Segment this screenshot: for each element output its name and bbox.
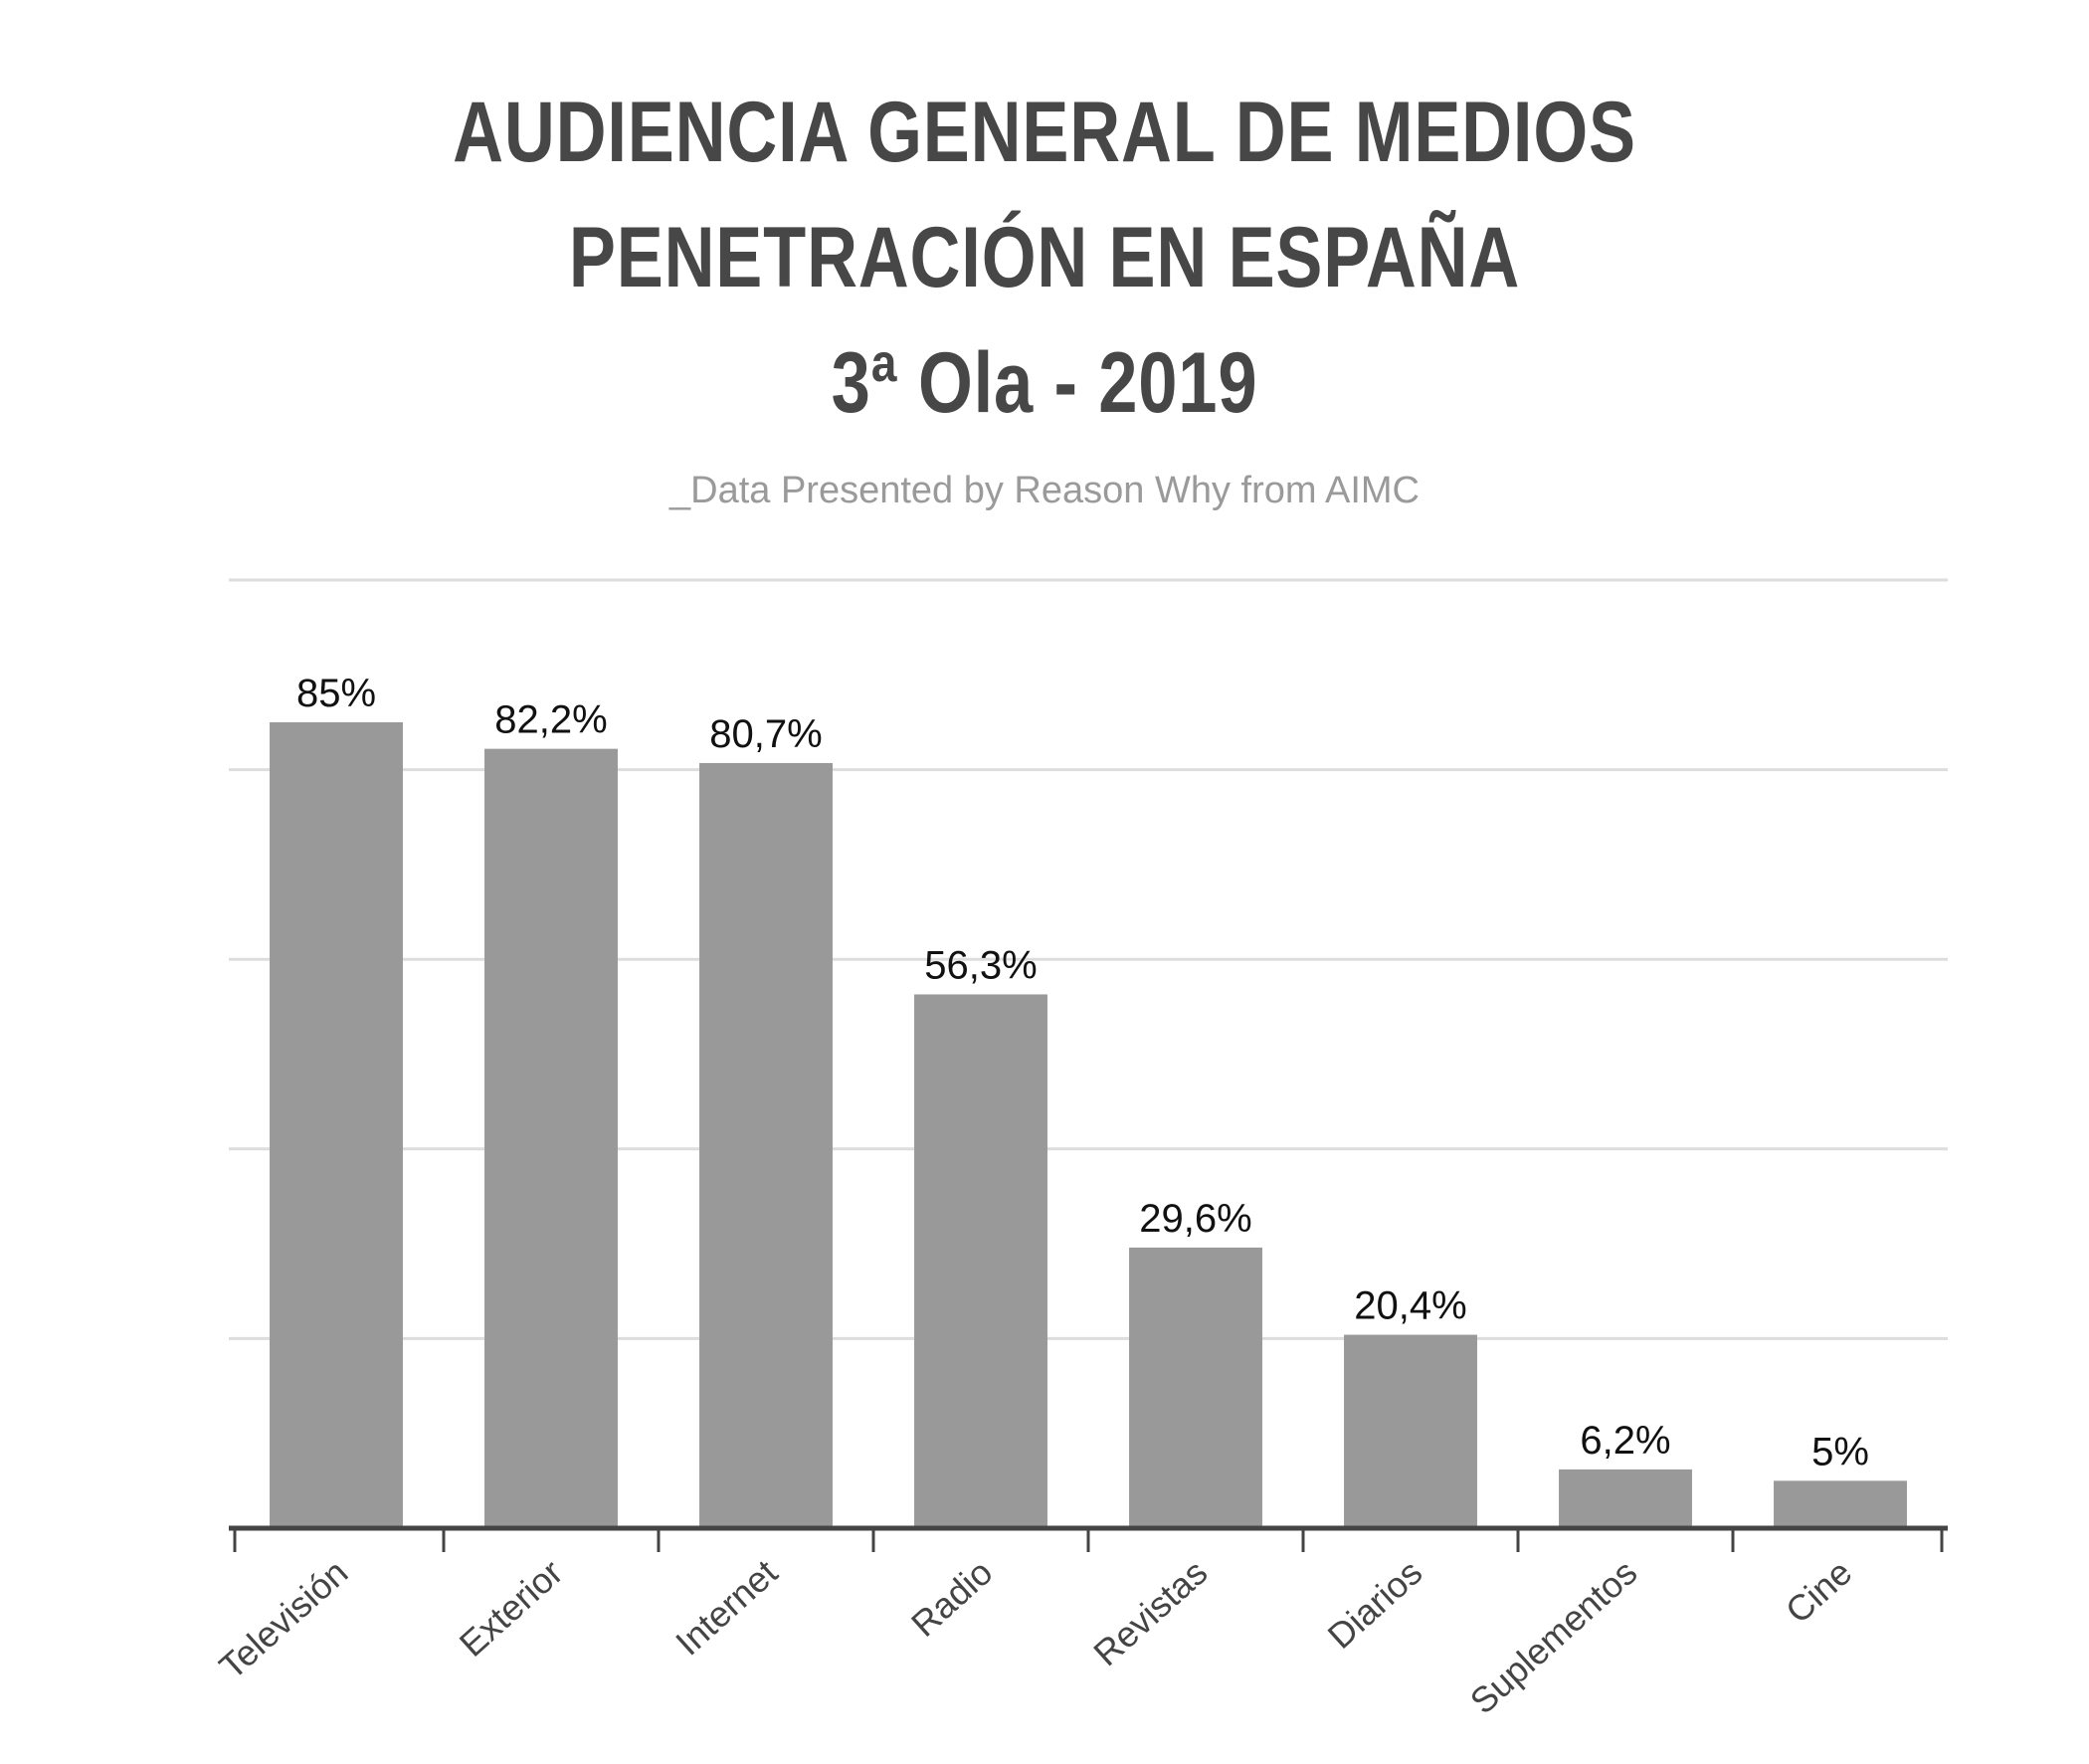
x-tick-label: Internet bbox=[667, 1551, 785, 1663]
data-label: 56,3% bbox=[924, 943, 1037, 987]
bar bbox=[1559, 1469, 1692, 1528]
data-label: 20,4% bbox=[1354, 1284, 1466, 1328]
x-tick-label: Diarios bbox=[1320, 1551, 1430, 1656]
x-tick-label: Televisión bbox=[211, 1551, 355, 1686]
bar bbox=[484, 748, 618, 1528]
bar bbox=[270, 721, 403, 1528]
bar bbox=[699, 762, 833, 1528]
title-line-3: 3ª Ola - 2019 bbox=[831, 335, 1258, 431]
data-label: 5% bbox=[1811, 1430, 1869, 1473]
bar bbox=[1129, 1247, 1262, 1528]
x-tick-label: Radio bbox=[903, 1551, 1000, 1644]
x-tick-label: Revistas bbox=[1085, 1551, 1215, 1673]
bar bbox=[1774, 1480, 1907, 1528]
bar bbox=[914, 994, 1047, 1528]
title-line-2: PENETRACIÓN EN ESPAÑA bbox=[568, 210, 1521, 305]
chart-title: AUDIENCIA GENERAL DE MEDIOS PENETRACIÓN … bbox=[0, 70, 2089, 446]
data-label: 80,7% bbox=[709, 712, 822, 756]
data-label: 6,2% bbox=[1580, 1419, 1670, 1463]
x-tick-label: Cine bbox=[1778, 1551, 1859, 1631]
x-tick-label: Exterior bbox=[452, 1551, 571, 1664]
data-label: 82,2% bbox=[494, 698, 607, 742]
data-label: 85% bbox=[296, 672, 376, 715]
x-tick-label: Suplementos bbox=[1462, 1551, 1645, 1721]
data-label: 29,6% bbox=[1139, 1197, 1251, 1241]
bar bbox=[1344, 1334, 1477, 1528]
chart-subtitle: _Data Presented by Reason Why from AIMC bbox=[669, 470, 1420, 511]
title-line-1: AUDIENCIA GENERAL DE MEDIOS bbox=[453, 85, 1636, 180]
